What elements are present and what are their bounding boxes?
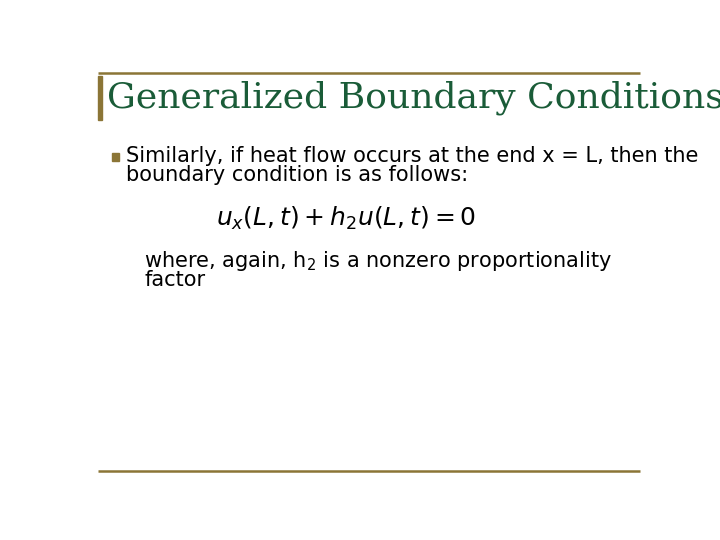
Text: $u_x(L,t) + h_2u(L,t) = 0$: $u_x(L,t) + h_2u(L,t) = 0$	[216, 205, 476, 232]
Text: boundary condition is as follows:: boundary condition is as follows:	[126, 165, 468, 185]
Text: Similarly, if heat flow occurs at the end x = L, then the: Similarly, if heat flow occurs at the en…	[126, 146, 698, 166]
Text: factor: factor	[144, 271, 205, 291]
Bar	[112, 153, 120, 161]
Text: Generalized Boundary Conditions: Generalized Boundary Conditions	[107, 80, 720, 115]
Text: where, again, h$_2$ is a nonzero proportionality: where, again, h$_2$ is a nonzero proport…	[144, 249, 613, 273]
Bar	[98, 76, 102, 120]
